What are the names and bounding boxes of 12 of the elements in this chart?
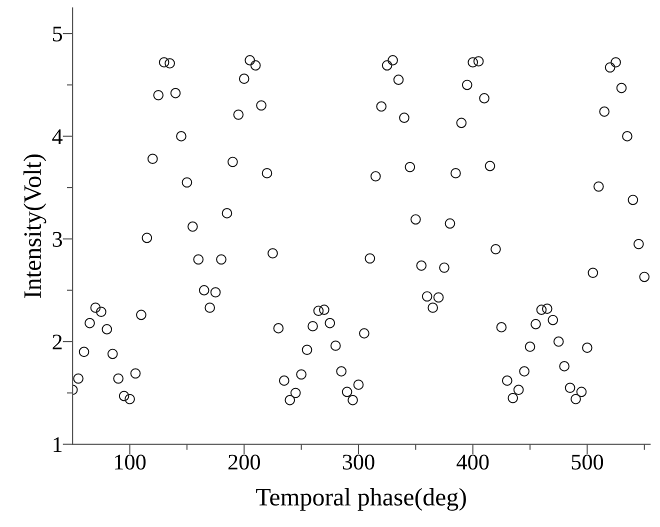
y-tick-label: 2 xyxy=(52,334,62,350)
x-tick-label: 400 xyxy=(456,454,489,470)
x-tick-label: 100 xyxy=(115,454,146,470)
x-tick-label: 500 xyxy=(572,454,604,470)
x-tick-label: 300 xyxy=(342,454,374,470)
y-tick-label: 5 xyxy=(53,26,62,42)
y-axis-title: Intensity(Volt) xyxy=(23,154,46,298)
x-tick-label: 200 xyxy=(228,454,260,470)
y-tick-label: 4 xyxy=(52,129,63,144)
y-tick-label: 1 xyxy=(54,437,62,452)
x-axis-title: Temporal phase(deg) xyxy=(256,488,466,511)
y-tick-label: 3 xyxy=(52,232,62,247)
